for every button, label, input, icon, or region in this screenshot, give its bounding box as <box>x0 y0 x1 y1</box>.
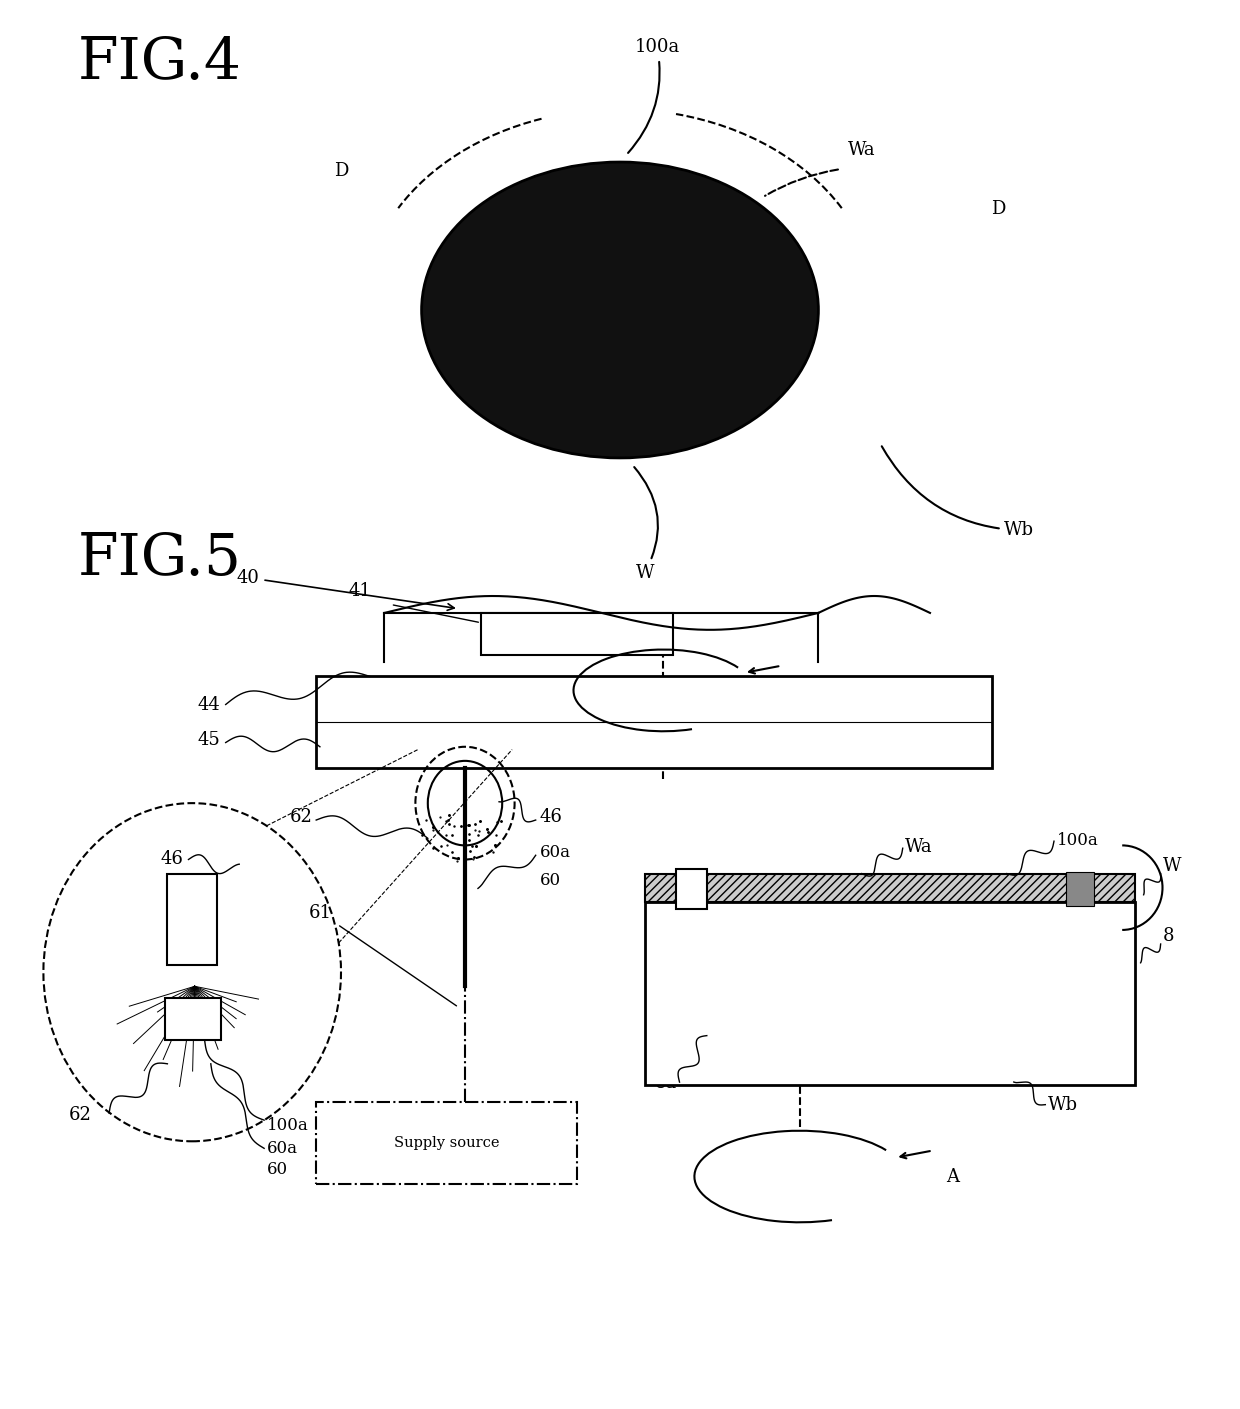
Text: 40: 40 <box>237 569 454 610</box>
Text: 41: 41 <box>348 582 371 600</box>
Bar <box>1066 872 1094 906</box>
Bar <box>316 676 992 768</box>
Text: 46: 46 <box>161 851 184 868</box>
Text: FIG.5: FIG.5 <box>78 531 242 588</box>
Text: 60a: 60a <box>539 844 570 861</box>
Bar <box>676 869 707 909</box>
Text: 60: 60 <box>539 872 560 889</box>
Text: 46: 46 <box>539 809 562 826</box>
Text: W: W <box>1163 857 1182 875</box>
Text: Wa: Wa <box>905 838 932 857</box>
Text: 62: 62 <box>69 1106 92 1124</box>
Text: 8: 8 <box>1163 927 1174 945</box>
Text: FIG.4: FIG.4 <box>78 35 242 92</box>
Ellipse shape <box>422 162 818 458</box>
Text: 44: 44 <box>198 696 221 713</box>
Bar <box>167 874 217 965</box>
Text: D: D <box>991 200 1006 218</box>
Text: 60a: 60a <box>267 1140 298 1157</box>
Text: W: W <box>634 466 658 582</box>
Text: 62: 62 <box>290 809 312 826</box>
Text: 45: 45 <box>198 731 221 748</box>
Text: 8a: 8a <box>655 1074 677 1092</box>
Bar <box>645 874 1135 902</box>
Bar <box>481 613 673 655</box>
Text: 100a: 100a <box>1056 833 1099 850</box>
Text: Wa: Wa <box>848 141 875 159</box>
Bar <box>645 902 1135 1085</box>
Text: 100a: 100a <box>629 38 680 154</box>
Text: 100a: 100a <box>267 1117 309 1134</box>
Text: A: A <box>790 682 802 699</box>
Bar <box>165 998 221 1040</box>
Text: D: D <box>334 162 348 180</box>
FancyBboxPatch shape <box>316 1102 577 1184</box>
Text: A: A <box>946 1168 959 1185</box>
Text: 60: 60 <box>267 1161 288 1178</box>
Text: Wb: Wb <box>882 447 1034 540</box>
Text: 61: 61 <box>309 905 331 921</box>
Text: Supply source: Supply source <box>393 1136 500 1150</box>
Text: Wb: Wb <box>1048 1096 1078 1115</box>
